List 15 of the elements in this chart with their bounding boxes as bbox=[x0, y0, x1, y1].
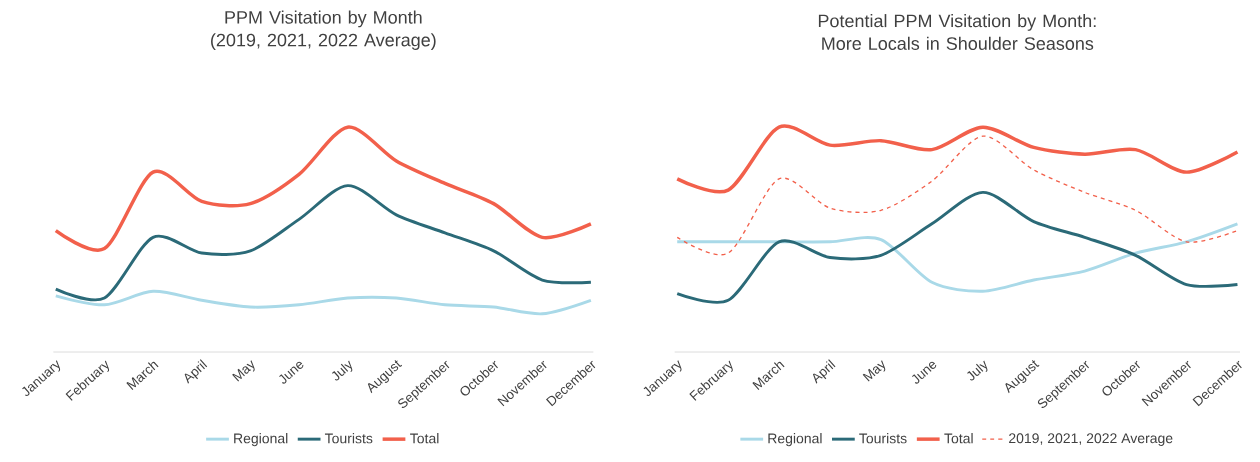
legend-label: Regional bbox=[768, 433, 822, 447]
chart-title: Potential PPM Visitation by Month: More Locals in Shoulder Seasons bbox=[818, 14, 1096, 50]
legend-label: Tourists bbox=[324, 433, 373, 444]
x-tick-label: July bbox=[967, 360, 988, 381]
chart-title: PPM Visitation by Month (2019, 2021, 2022 Average) bbox=[211, 10, 436, 50]
x-tick-label: May bbox=[862, 360, 886, 382]
legend-label: 2019, 2021, 2022 Average bbox=[1009, 433, 1173, 446]
x-tick-label: June bbox=[279, 361, 304, 384]
x-tick-label: June bbox=[912, 361, 937, 384]
legend-label: Regional bbox=[234, 433, 288, 447]
x-tick-label: May bbox=[232, 360, 255, 382]
legend-label: Total bbox=[944, 433, 973, 444]
legend-label: Tourists bbox=[859, 433, 907, 444]
x-tick-label: July bbox=[332, 360, 353, 381]
legend-label: Total bbox=[410, 433, 439, 444]
